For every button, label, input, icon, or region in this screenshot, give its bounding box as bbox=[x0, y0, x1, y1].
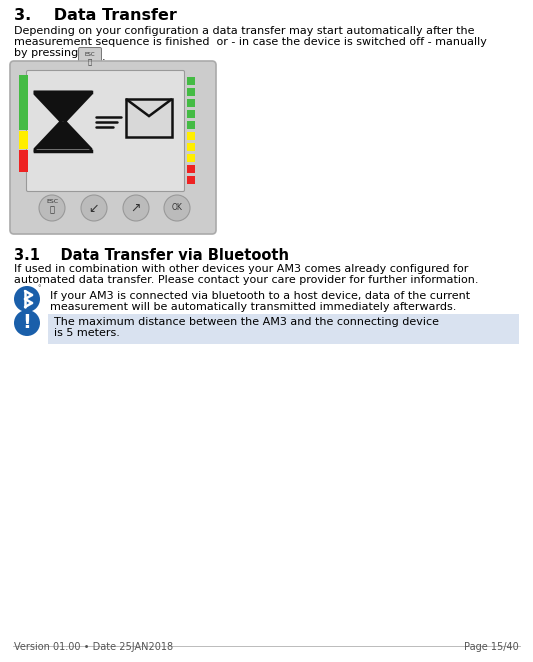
Text: ESC: ESC bbox=[46, 199, 58, 204]
Text: OK: OK bbox=[172, 203, 182, 213]
Bar bbox=[19, 131, 28, 149]
Text: Version 01.00 • Date 25JAN2018: Version 01.00 • Date 25JAN2018 bbox=[14, 642, 173, 652]
Bar bbox=[48, 314, 519, 344]
Circle shape bbox=[39, 195, 65, 221]
Bar bbox=[187, 77, 195, 85]
Bar bbox=[126, 99, 172, 137]
Bar bbox=[19, 75, 28, 130]
Bar bbox=[187, 143, 195, 151]
Text: If your AM3 is connected via bluetooth to a host device, data of the current: If your AM3 is connected via bluetooth t… bbox=[50, 291, 470, 301]
Polygon shape bbox=[35, 122, 91, 149]
Circle shape bbox=[123, 195, 149, 221]
Text: 3.    Data Transfer: 3. Data Transfer bbox=[14, 8, 177, 23]
Bar bbox=[187, 88, 195, 96]
Text: ESC: ESC bbox=[85, 52, 95, 57]
Polygon shape bbox=[39, 137, 87, 149]
Circle shape bbox=[14, 286, 40, 312]
Text: .: . bbox=[102, 52, 106, 62]
Polygon shape bbox=[35, 94, 91, 122]
Circle shape bbox=[81, 195, 107, 221]
FancyBboxPatch shape bbox=[78, 48, 101, 64]
Text: The maximum distance between the AM3 and the connecting device: The maximum distance between the AM3 and… bbox=[54, 317, 439, 327]
Circle shape bbox=[164, 195, 190, 221]
Text: !: ! bbox=[22, 314, 31, 332]
Text: measurement sequence is finished  or - in case the device is switched off - manu: measurement sequence is finished or - in… bbox=[14, 37, 487, 47]
Text: ⏻: ⏻ bbox=[88, 58, 92, 65]
Bar bbox=[187, 165, 195, 173]
Bar bbox=[187, 121, 195, 129]
Text: 3.1    Data Transfer via Bluetooth: 3.1 Data Transfer via Bluetooth bbox=[14, 248, 289, 263]
Text: If used in combination with other devices your AM3 comes already configured for: If used in combination with other device… bbox=[14, 264, 469, 274]
Bar bbox=[187, 176, 195, 184]
FancyBboxPatch shape bbox=[27, 70, 184, 191]
Bar bbox=[187, 110, 195, 118]
Bar bbox=[187, 132, 195, 140]
Text: ↗: ↗ bbox=[131, 201, 141, 214]
Text: ↙: ↙ bbox=[89, 201, 99, 214]
Bar bbox=[187, 99, 195, 107]
Text: automated data transfer. Please contact your care provider for further informati: automated data transfer. Please contact … bbox=[14, 275, 479, 285]
Text: Page 15/40: Page 15/40 bbox=[464, 642, 519, 652]
Text: °: ° bbox=[37, 285, 41, 291]
Circle shape bbox=[14, 310, 40, 336]
Text: ⏻: ⏻ bbox=[50, 205, 54, 214]
Text: is 5 meters.: is 5 meters. bbox=[54, 328, 120, 338]
Text: by pressing: by pressing bbox=[14, 48, 78, 58]
Bar bbox=[187, 154, 195, 162]
FancyBboxPatch shape bbox=[10, 61, 216, 234]
Bar bbox=[19, 150, 28, 172]
Text: Depending on your configuration a data transfer may start automatically after th: Depending on your configuration a data t… bbox=[14, 26, 474, 36]
Text: measurement will be automatically transmitted immediately afterwards.: measurement will be automatically transm… bbox=[50, 302, 456, 312]
